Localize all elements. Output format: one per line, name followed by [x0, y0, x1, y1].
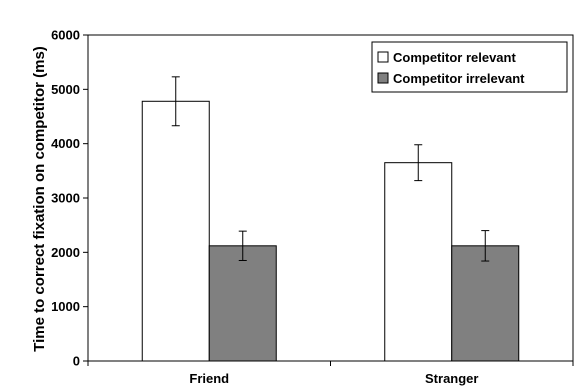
- y-tick-label: 0: [73, 354, 80, 369]
- y-axis-label: Time to correct fixation on competitor (…: [31, 46, 48, 352]
- y-tick-label: 2000: [51, 245, 80, 260]
- tick-labels: 0 1000 2000 3000 4000 5000 6000 Friend Stranger: [51, 28, 478, 387]
- bar: [451, 245, 520, 362]
- legend-swatch: [377, 72, 389, 84]
- y-tick-label: 4000: [51, 136, 80, 151]
- axes: [83, 34, 574, 366]
- legend-label: Competitor relevant: [393, 50, 516, 65]
- x-tick-label: Friend: [189, 371, 229, 386]
- y-tick-label: 6000: [51, 28, 80, 43]
- y-tick-label: 1000: [51, 299, 80, 314]
- y-tick-label: 5000: [51, 82, 80, 97]
- bar: [208, 245, 277, 362]
- legend: Competitor relevant Competitor irrelevant: [371, 41, 568, 93]
- x-tick-label: Stranger: [425, 371, 478, 386]
- bar: [384, 162, 453, 362]
- bar: [141, 100, 210, 362]
- legend-label: Competitor irrelevant: [393, 71, 525, 86]
- legend-swatch: [377, 51, 389, 63]
- bars-group: [141, 76, 520, 362]
- legend-box: [371, 41, 568, 93]
- y-tick-label: 3000: [51, 191, 80, 206]
